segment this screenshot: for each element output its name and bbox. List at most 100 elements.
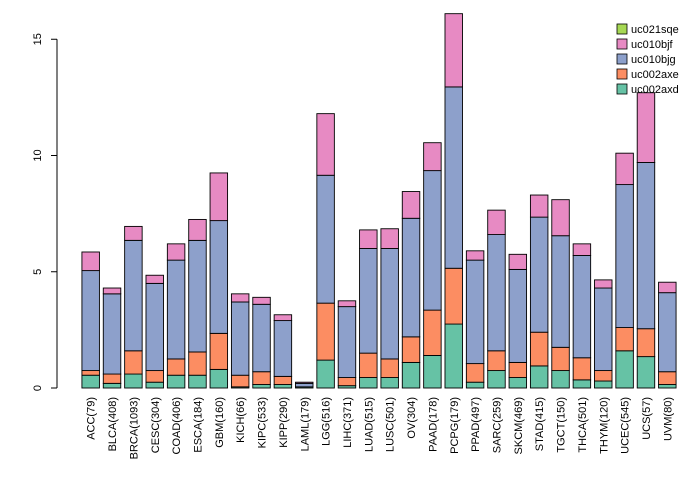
legend-label: uc010bjg xyxy=(631,54,676,66)
bar-segment-uc010bjf xyxy=(508,253,528,270)
bar-segment-uc002axd xyxy=(594,380,613,389)
x-tick-label: GBM(160) xyxy=(214,397,226,448)
x-tick-label: ESCA(184) xyxy=(192,397,204,453)
bar-segment-uc010bjg xyxy=(295,382,314,388)
bar-segment-uc002axe xyxy=(209,332,229,370)
bar-segment-uc010bjf xyxy=(188,218,207,241)
bar-segment-uc010bjf xyxy=(295,381,314,384)
x-tick-label: BLCA(408) xyxy=(107,397,119,451)
bar-segment-uc010bjf xyxy=(316,113,335,176)
bar-segment-uc002axd xyxy=(102,382,122,389)
bar-segment-uc002axe xyxy=(188,351,207,376)
bar-segment-uc002axe xyxy=(465,363,485,383)
bar-segment-uc002axe xyxy=(380,358,399,378)
x-tick-label: KIPC(533) xyxy=(257,397,269,448)
bar-segment-uc010bjg xyxy=(487,234,506,352)
bar-segment-uc002axd xyxy=(209,368,229,389)
legend-swatch xyxy=(616,68,628,80)
bar-segment-uc010bjf xyxy=(487,209,506,235)
bar-segment-uc002axd xyxy=(658,384,677,389)
bar-segment-uc002axe xyxy=(401,336,421,363)
y-axis: 0 5 10 15 xyxy=(32,33,58,391)
x-tick-label: STAD(415) xyxy=(534,397,546,451)
bar-segment-uc002axe xyxy=(359,352,378,378)
bar-segment-uc010bjg xyxy=(188,239,207,353)
bar-segment-uc010bjg xyxy=(529,216,549,333)
x-tick-label: THCA(501) xyxy=(577,397,589,453)
bar-segment-uc002axd xyxy=(380,377,399,389)
bar-segment-uc010bjf xyxy=(658,281,677,294)
bar-segment-uc010bjf xyxy=(380,228,399,249)
x-tick-label: TGCT(150) xyxy=(556,397,568,453)
bar-segment-uc010bjf xyxy=(273,314,293,322)
bar-segment-uc010bjf xyxy=(594,279,613,289)
bar-segment-uc010bjf xyxy=(551,199,570,237)
bar-segment-uc010bjf xyxy=(444,13,463,88)
bar-segment-uc010bjg xyxy=(145,282,164,372)
bar-segment-uc010bjf xyxy=(102,287,122,295)
bar-segment-uc010bjg xyxy=(102,293,122,375)
x-tick-label: LIHC(371) xyxy=(342,397,354,448)
bar-segment-uc002axe xyxy=(423,309,442,356)
x-tick-label: KIPP(290) xyxy=(278,397,290,448)
x-tick-label: ACC(79) xyxy=(86,397,98,440)
bar-segment-uc002axd xyxy=(273,384,293,389)
bar-segment-uc002axd xyxy=(551,370,570,389)
bar-segment-uc010bjf xyxy=(529,194,549,218)
bar-segment-uc010bjf xyxy=(209,172,229,222)
x-tick-label: LUAD(515) xyxy=(363,397,375,452)
x-tick-label: OV(304) xyxy=(406,397,418,439)
bar-segment-uc010bjf xyxy=(423,142,442,172)
bar-segment-uc002axe xyxy=(316,302,335,361)
bar-segment-uc010bjg xyxy=(444,86,463,269)
y-tick-label: 15 xyxy=(32,33,44,45)
bar-segment-uc002axd xyxy=(401,361,421,389)
bar-segment-uc010bjf xyxy=(572,243,592,256)
bar-segment-uc002axe xyxy=(124,350,143,375)
legend-swatch xyxy=(616,83,628,95)
bar-segment-uc010bjf xyxy=(359,229,378,249)
legend-label: uc021sqe xyxy=(631,24,679,36)
x-tick-label: UCEC(545) xyxy=(620,397,632,454)
bar-segment-uc002axd xyxy=(572,379,592,389)
bar-segment-uc002axd xyxy=(81,374,100,389)
bar-segment-uc010bjg xyxy=(359,248,378,354)
bar-segment-uc010bjg xyxy=(209,220,229,334)
bar-segment-uc010bjf xyxy=(166,243,186,261)
bar-segment-uc010bjf xyxy=(124,225,143,241)
bars xyxy=(81,13,677,389)
legend-label: uc002axe xyxy=(631,69,679,81)
bar-segment-uc002axe xyxy=(337,377,357,387)
legend-label: uc010bjf xyxy=(631,39,674,51)
bar-segment-uc002axe xyxy=(230,374,250,388)
x-tick-label: COAD(406) xyxy=(171,397,183,454)
bar-segment-uc010bjg xyxy=(423,170,442,311)
bar-segment-uc010bjg xyxy=(273,320,293,377)
bar-segment-uc010bjg xyxy=(81,270,100,372)
x-tick-label: LUSC(501) xyxy=(385,397,397,452)
x-tick-label: BRCA(1093) xyxy=(128,397,140,459)
bar-segment-uc010bjg xyxy=(380,248,399,360)
x-tick-label: UVM(80) xyxy=(662,397,674,441)
bar-segment-uc002axe xyxy=(594,370,613,382)
bar-segment-uc010bjg xyxy=(124,239,143,352)
bar-segment-uc010bjg xyxy=(166,259,186,360)
bar-segment-uc010bjf xyxy=(145,274,164,284)
bar-segment-uc010bjg xyxy=(230,301,250,376)
bar-segment-uc010bjg xyxy=(337,306,357,378)
bar-segment-uc010bjg xyxy=(551,235,570,348)
bar-segment-uc002axd xyxy=(423,355,442,389)
x-tick-label: THYM(120) xyxy=(598,397,610,454)
bar-segment-uc002axd xyxy=(444,323,463,389)
bar-segment-uc010bjg xyxy=(252,303,271,373)
legend-swatch xyxy=(616,38,628,50)
x-tick-label: CESC(304) xyxy=(150,397,162,453)
bar-segment-uc002axe xyxy=(145,370,164,383)
bar-segment-uc002axe xyxy=(572,357,592,381)
x-tick-label: SARC(259) xyxy=(491,397,503,453)
bar-segment-uc010bjf xyxy=(615,152,634,186)
bar-segment-uc002axe xyxy=(508,361,528,378)
bar-segment-uc010bjf xyxy=(81,251,100,272)
bar-segment-uc002axe xyxy=(529,331,549,367)
legend-label: uc002axd xyxy=(631,84,679,96)
